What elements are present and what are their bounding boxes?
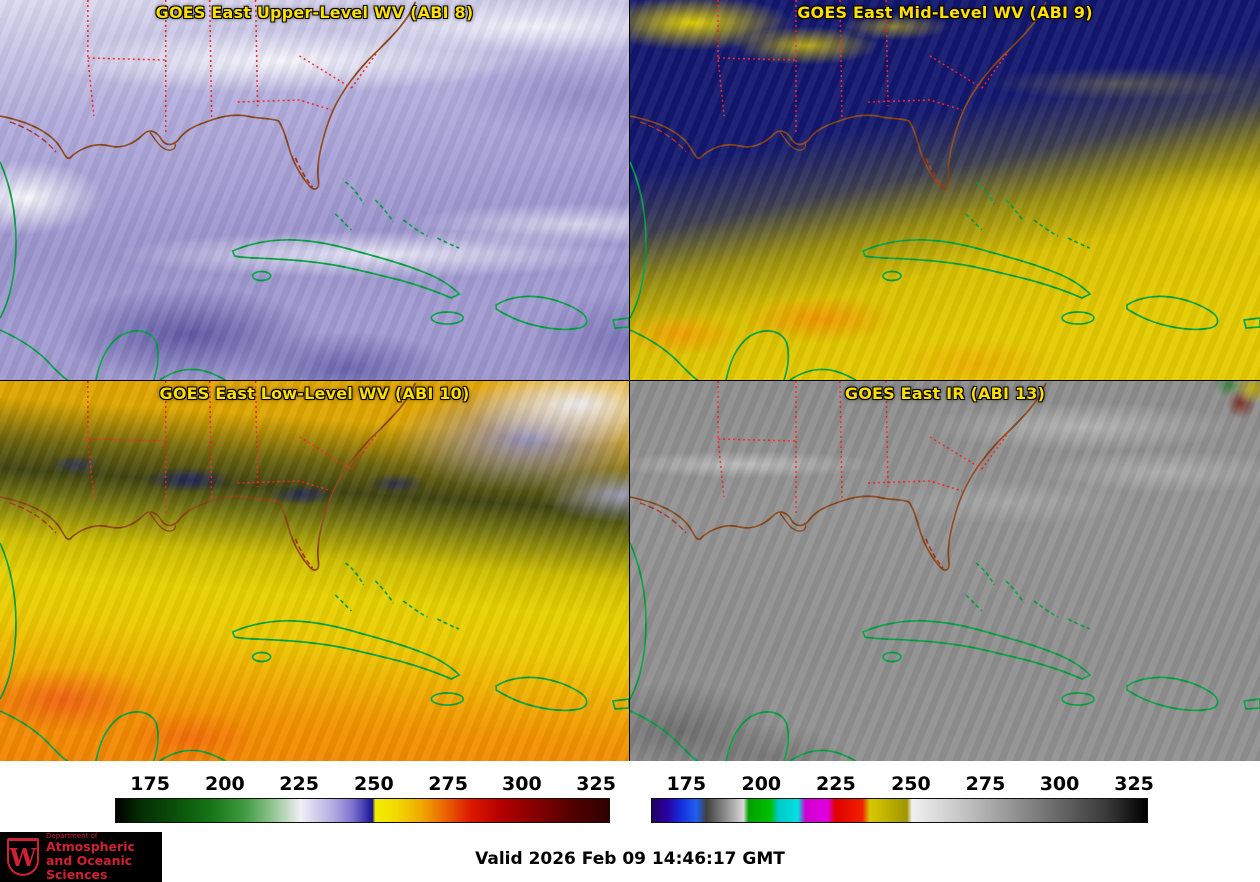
wv-colorbar-ticks: 175 200 225 250 275 300 325	[115, 773, 616, 795]
colorbar-tick-label: 275	[428, 773, 468, 795]
ir-colorbar-ticks: 175 200 225 250 275 300 325	[651, 773, 1153, 795]
colorbar-tick-label: 175	[130, 773, 170, 795]
logo-dept-text: Department of	[46, 831, 98, 840]
ir-colorbar	[651, 798, 1148, 823]
panel-title-abi8: GOES East Upper-Level WV (ABI 8)	[155, 3, 474, 22]
uw-aos-logo: W Department of Atmospheric and Oceanic …	[0, 832, 162, 882]
panel-title-abi13: GOES East IR (ABI 13)	[844, 384, 1046, 403]
panel-title-abi9: GOES East Mid-Level WV (ABI 9)	[797, 3, 1093, 22]
uw-crest-icon: W	[7, 838, 39, 876]
colorbar-tick-label: 175	[666, 773, 707, 795]
map-outline-overlay	[630, 381, 1260, 761]
map-outline-overlay	[0, 381, 629, 761]
wv-colorbar	[115, 798, 610, 823]
map-outline-overlay	[630, 0, 1260, 380]
panel-upper-level-wv: GOES East Upper-Level WV (ABI 8)	[0, 0, 629, 380]
colorbar-tick-label: 275	[965, 773, 1006, 795]
panel-title-abi10: GOES East Low-Level WV (ABI 10)	[159, 384, 470, 403]
map-outline-overlay	[0, 0, 629, 380]
colorbar-tick-label: 325	[576, 773, 616, 795]
colorbar-tick-label: 225	[816, 773, 856, 795]
colorbar-tick-label: 200	[741, 773, 782, 795]
colorbar-tick-label: 300	[502, 773, 542, 795]
panel-low-level-wv: GOES East Low-Level WV (ABI 10)	[0, 381, 629, 761]
colorbar-tick-label: 325	[1114, 773, 1154, 795]
logo-name-line2: and Oceanic Sciences	[46, 852, 133, 882]
colorbar-tick-label: 200	[205, 773, 245, 795]
panel-mid-level-wv: GOES East Mid-Level WV (ABI 9)	[630, 0, 1260, 380]
colorbar-tick-label: 250	[891, 773, 931, 795]
crest-letter: W	[9, 842, 37, 872]
footer: 175 200 225 250 275 300 325 175 200 225 …	[0, 761, 1260, 882]
logo-text: Department of Atmospheric and Oceanic Sc…	[46, 831, 155, 882]
panel-ir: GOES East IR (ABI 13)	[630, 381, 1260, 761]
logo-name-line1: Atmospheric	[46, 839, 135, 855]
colorbar-tick-label: 225	[279, 773, 319, 795]
valid-time-text: Valid 2026 Feb 09 14:46:17 GMT	[475, 849, 785, 869]
colorbar-tick-label: 250	[354, 773, 394, 795]
colorbar-tick-label: 300	[1039, 773, 1080, 795]
satellite-panel-grid: GOES East Upper-Level WV (ABI 8) GOES Ea…	[0, 0, 1260, 761]
